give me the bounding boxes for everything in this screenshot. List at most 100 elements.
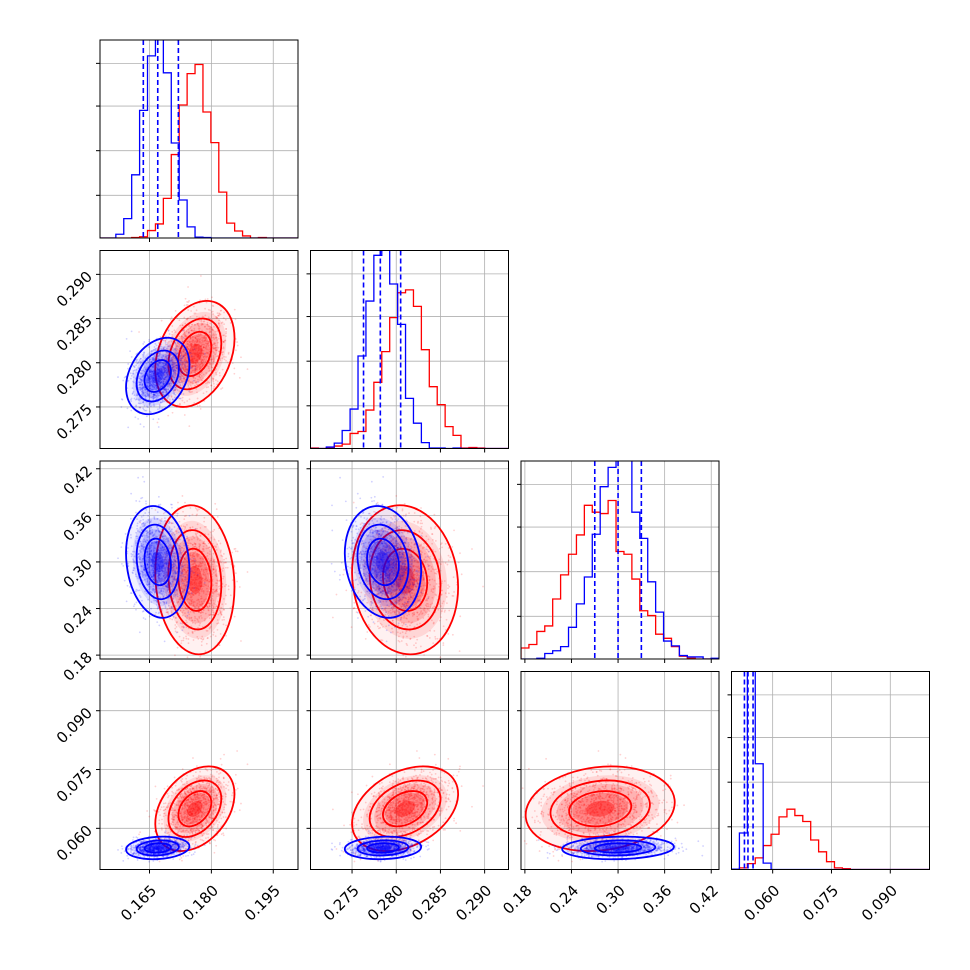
scatter-point [195,347,198,349]
scatter-point [158,386,161,389]
scatter-point [216,619,219,621]
scatter-point [174,374,177,376]
scatter-point [183,304,186,307]
scatter-point [225,328,228,330]
scatter-point [152,370,155,373]
scatter-point [219,374,221,377]
scatter-point [222,347,225,350]
scatter-point [200,640,203,643]
scatter-point [155,344,158,347]
scatter-point [202,363,204,366]
scatter-point [149,383,152,386]
scatter-point [186,340,188,343]
scatter-point [208,370,211,373]
scatter-point [139,388,142,391]
scatter-point [179,363,182,366]
scatter-point [222,577,224,580]
scatter-point [207,381,210,383]
scatter-point [207,352,209,355]
scatter-point [162,373,165,375]
histogram-red [100,63,298,238]
scatter-point [209,322,212,325]
scatter-point [198,375,200,378]
scatter-point [194,340,197,343]
scatter-point [194,363,197,366]
scatter-point [145,409,148,412]
scatter-point [171,361,174,364]
scatter-point [184,527,187,529]
scatter-point [408,663,410,665]
scatter-point [202,637,205,640]
scatter-point [171,367,174,370]
scatter-point [152,379,155,382]
scatter-point [181,372,184,375]
scatter-point [196,361,199,363]
scatter-point [193,327,196,330]
scatter-point [191,598,194,601]
scatter-point [154,362,157,365]
scatter-point [198,376,201,379]
scatter-point [143,404,146,407]
scatter-point [158,362,161,364]
scatter-point [155,380,158,382]
scatter-point [139,372,142,375]
scatter-point [203,358,206,361]
scatter-point [150,376,153,379]
scatter-point [190,625,193,628]
scatter-point [189,576,192,579]
scatter-point [215,349,218,352]
scatter-point [193,352,196,355]
scatter-point [154,349,157,352]
scatter-point [184,364,186,367]
scatter-point [174,369,177,372]
scatter-point [156,355,158,358]
scatter-point [182,384,184,386]
scatter-point [173,569,176,571]
scatter-point [159,370,162,372]
scatter-point [165,388,168,391]
scatter-point [162,347,165,350]
scatter-point [202,346,205,349]
scatter-point [196,344,199,346]
scatter-point [153,394,155,397]
scatter-point [212,571,215,574]
scatter-point [214,330,217,333]
scatter-point [176,342,179,344]
scatter-point [151,370,154,373]
scatter-point [171,356,173,359]
scatter-point [133,365,136,368]
scatter-point [153,386,156,389]
scatter-point [194,362,197,365]
scatter-point [212,333,215,336]
scatter-point [353,601,356,604]
scatter-point [199,373,201,376]
scatter-point [211,304,214,307]
scatter-point [199,352,202,355]
scatter-point [135,500,138,502]
scatter-point [190,381,192,384]
scatter-point [197,355,200,358]
scatter-point [191,344,193,347]
scatter-point [169,382,171,384]
scatter-point [148,403,151,405]
scatter-point [194,369,197,372]
scatter-point [192,555,194,558]
scatter-point [190,600,193,602]
scatter-point [173,389,176,392]
scatter-point [164,339,167,342]
scatter-point [162,393,165,396]
scatter-point [163,369,166,372]
scatter-point [191,382,194,385]
scatter-point [193,357,195,360]
scatter-point [189,347,192,349]
scatter-point [157,426,160,428]
scatter-point [137,361,140,363]
scatter-point [151,396,154,398]
scatter-point [203,340,206,342]
scatter-point [153,376,156,379]
scatter-point [158,534,161,536]
scatter-point [179,347,182,350]
scatter-point [141,384,144,387]
scatter-point [176,389,179,392]
scatter-point [200,344,203,346]
